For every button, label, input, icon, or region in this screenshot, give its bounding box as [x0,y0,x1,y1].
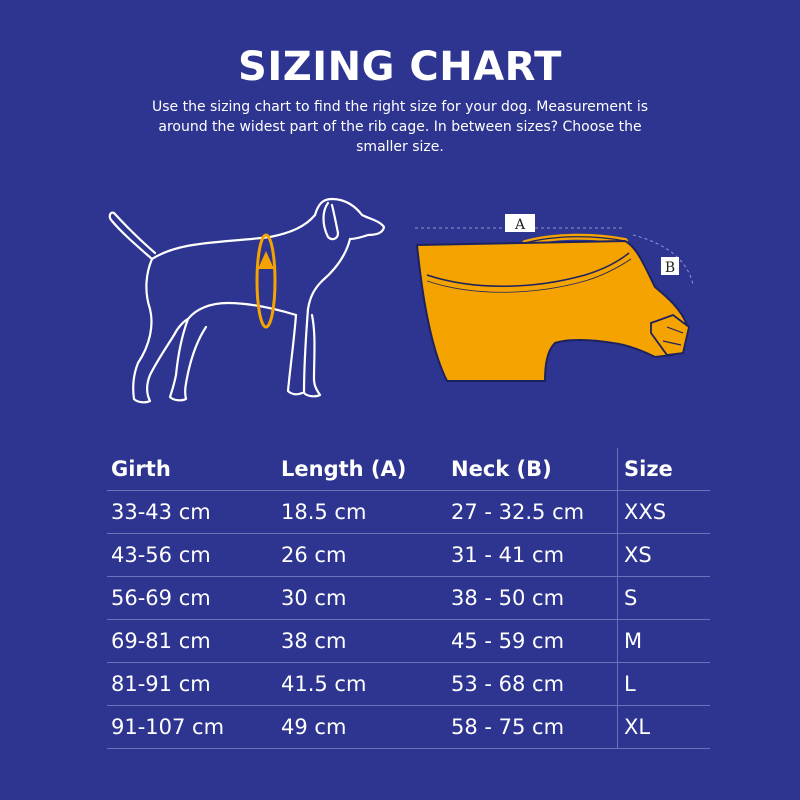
neck-cell: 53 - 68 cm [447,662,618,706]
table-header-row: Girth Length (A) Neck (B) Size [107,448,710,491]
neck-cell: 45 - 59 cm [447,619,618,663]
girth-cell: 56-69 cm [107,576,277,620]
table-row: 91-107 cm 49 cm 58 - 75 cm XL [107,705,710,749]
size-cell: M [617,619,710,663]
length-cell: 26 cm [277,533,447,577]
header-neck: Neck (B) [447,448,618,491]
length-cell: 30 cm [277,576,447,620]
girth-cell: 81-91 cm [107,662,277,706]
length-cell: 49 cm [277,705,447,749]
sizing-table: Girth Length (A) Neck (B) Size 33-43 cm … [107,448,710,749]
neck-cell: 58 - 75 cm [447,705,618,749]
label-a: A [514,217,526,233]
label-b: B [665,260,675,276]
length-cell: 18.5 cm [277,490,447,534]
header-girth: Girth [107,448,277,491]
table-row: 69-81 cm 38 cm 45 - 59 cm M [107,619,710,663]
neck-cell: 38 - 50 cm [447,576,618,620]
girth-cell: 33-43 cm [107,490,277,534]
dog-outline-icon [108,197,386,404]
page-subtitle: Use the sizing chart to find the right s… [151,99,649,155]
girth-cell: 43-56 cm [107,533,277,577]
table-row: 56-69 cm 30 cm 38 - 50 cm S [107,576,710,620]
header-size: Size [617,448,710,491]
girth-cell: 69-81 cm [107,619,277,663]
length-cell: 38 cm [277,619,447,663]
length-cell: 41.5 cm [277,662,447,706]
neck-cell: 27 - 32.5 cm [447,490,618,534]
size-cell: L [617,662,710,706]
vest-icon: A B [415,214,694,382]
girth-cell: 91-107 cm [107,705,277,749]
page-title: SIZING CHART [238,44,562,90]
header-length: Length (A) [277,448,447,491]
table-row: 43-56 cm 26 cm 31 - 41 cm XS [107,533,710,577]
neck-cell: 31 - 41 cm [447,533,618,577]
size-cell: XL [617,705,710,749]
size-cell: XXS [617,490,710,534]
size-cell: XS [617,533,710,577]
table-row: 33-43 cm 18.5 cm 27 - 32.5 cm XXS [107,490,710,534]
size-cell: S [617,576,710,620]
table-row: 81-91 cm 41.5 cm 53 - 68 cm L [107,662,710,706]
